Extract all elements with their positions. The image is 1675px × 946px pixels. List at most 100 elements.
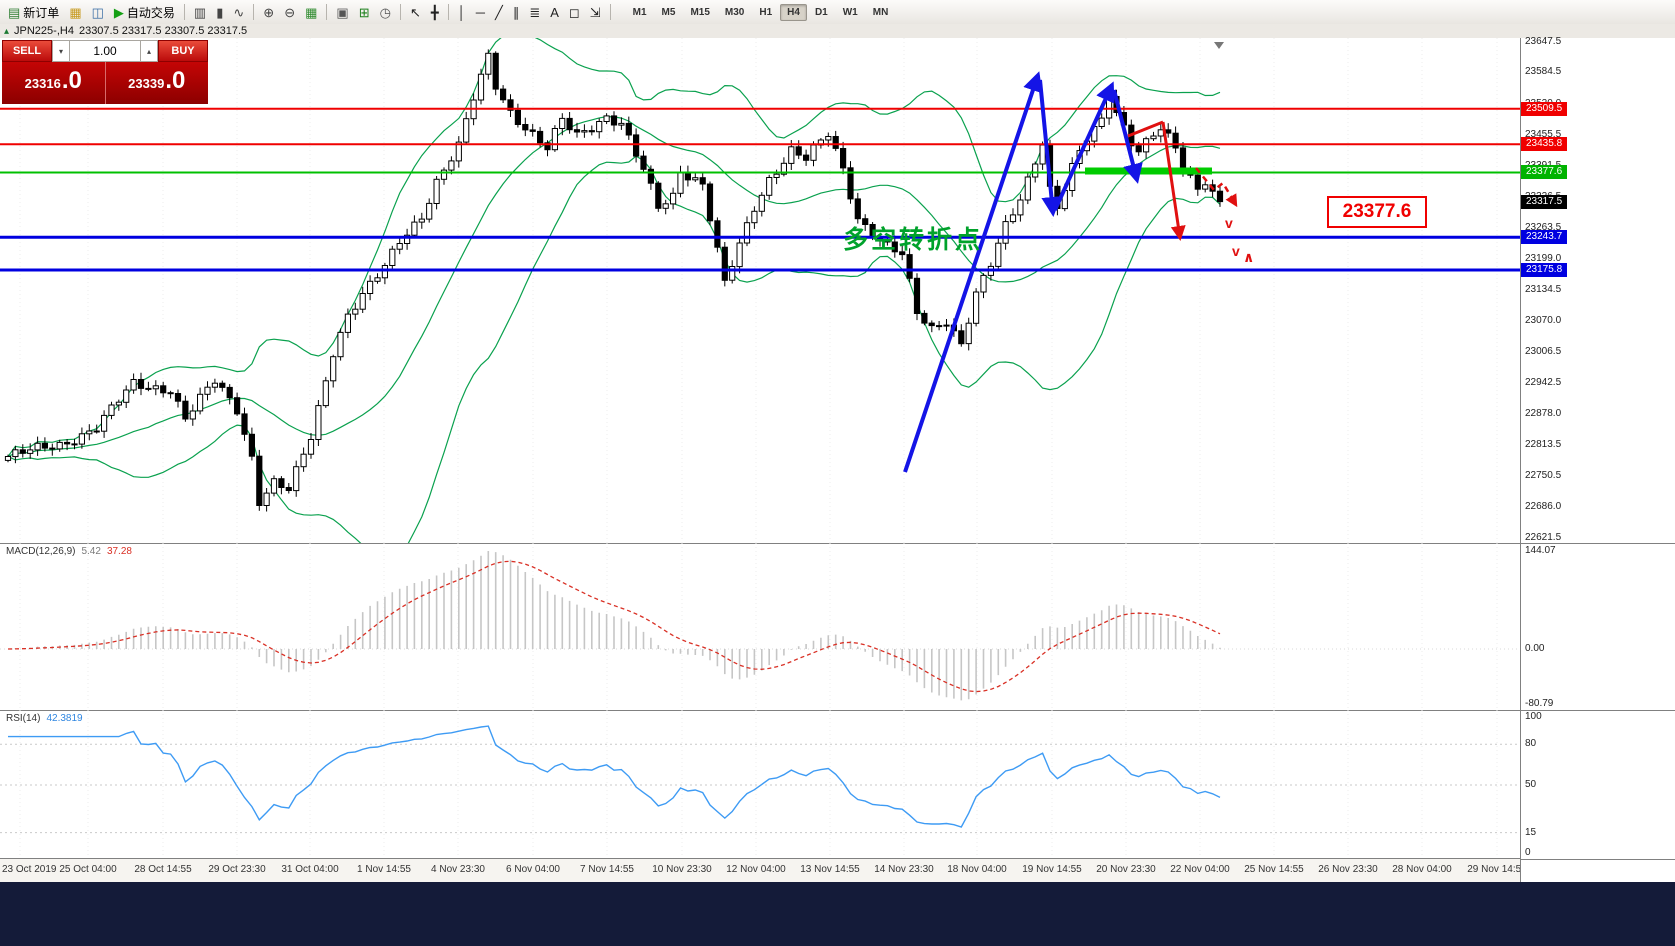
price-callout-label[interactable]: 23377.6 — [1327, 196, 1427, 228]
bar-chart-button[interactable]: ▥ — [190, 2, 210, 22]
panel-separator[interactable] — [1521, 543, 1675, 544]
candlestick-chart-button[interactable]: ▮ — [212, 2, 227, 22]
lot-increase-button[interactable]: ▴ — [140, 40, 158, 62]
zoom-in-button[interactable]: ⊕ — [259, 2, 278, 22]
indicators-button[interactable]: ⊞ — [355, 2, 374, 22]
time-label: 13 Nov 14:55 — [800, 864, 860, 875]
rsi-name: RSI(14) — [6, 713, 41, 724]
fibonacci-button[interactable]: ≣ — [525, 2, 544, 22]
toolbar-separator — [183, 4, 185, 20]
time-label: 29 Oct 23:30 — [208, 864, 266, 875]
red-zigzag-arrows[interactable] — [1127, 120, 1186, 241]
sell-price-pips: .0 — [61, 67, 82, 94]
equidistant-channel-icon: ∥ — [512, 4, 520, 20]
price-tag-23243.7: 23243.7 — [1521, 230, 1568, 245]
zoom-out-button[interactable]: ⊖ — [280, 2, 299, 22]
sell-price-button[interactable]: 23316.0 — [2, 62, 105, 104]
annotation-text-cn[interactable]: 多空转折点 — [843, 226, 984, 254]
new-order-button[interactable]: ▤ 新订单 — [4, 2, 63, 22]
one-click-trading-panel: SELL ▾ ▴ BUY 23316.0 23339.0 — [2, 40, 208, 104]
timeframe-group: M1 M5 M15 M30 H1 H4 D1 W1 MN — [626, 3, 896, 21]
timeframe-m30-button[interactable]: M30 — [718, 4, 751, 21]
market-grid-icon: ▦ — [305, 4, 318, 20]
text-button[interactable]: A — [546, 2, 563, 22]
arrows-button[interactable]: ⇲ — [586, 2, 605, 22]
macd-axis-label: 0.00 — [1525, 643, 1545, 654]
rsi-axis-label: 50 — [1525, 779, 1537, 790]
rsi-axis-label: 100 — [1525, 711, 1542, 722]
price-axis-label: 23263.5 — [1525, 221, 1562, 233]
bottom-bar — [0, 882, 1675, 946]
fibonacci-icon: ≣ — [529, 4, 541, 20]
time-label: 12 Nov 04:00 — [726, 864, 786, 875]
timeframe-mn-button[interactable]: MN — [866, 4, 896, 21]
periods-button[interactable]: ◷ — [376, 2, 395, 22]
line-chart-button[interactable]: ∿ — [229, 2, 248, 22]
macd-signal-line — [7, 560, 1221, 693]
crosshair-button[interactable]: ╋ — [427, 2, 443, 22]
chart-profile-button[interactable]: ▦ — [65, 2, 85, 22]
autotrading-button-label: 自动交易 — [126, 5, 175, 20]
vertical-line-button[interactable]: │ — [454, 2, 470, 22]
chart-profile-icon: ▦ — [69, 4, 82, 20]
red-mark: v — [1232, 243, 1240, 259]
time-label: 25 Oct 04:00 — [59, 864, 117, 875]
time-axis[interactable]: 23 Oct 2019 25 Oct 04:00 28 Oct 14:55 29 Oc… — [0, 858, 1527, 883]
tile-windows-button[interactable]: ▣ — [332, 2, 352, 22]
chart-title-bar: ▴ JPN225-,H4 23307.5 23317.5 23307.5 233… — [0, 24, 1675, 39]
timeframe-h4-button[interactable]: H4 — [780, 3, 807, 21]
buy-button[interactable]: BUY — [158, 40, 208, 62]
horizontal-line-button[interactable]: ─ — [472, 2, 489, 22]
market-grid-button[interactable]: ▦ — [301, 2, 321, 22]
time-label: 23 Oct 2019 — [2, 864, 57, 875]
macd-axis-label: 144.07 — [1525, 545, 1556, 557]
price-axis[interactable]: 23647.523584.523520.023455.523391.523326… — [1520, 36, 1675, 882]
crosshair-icon: ╋ — [430, 4, 439, 20]
blue-zigzag-arrows[interactable] — [903, 71, 1143, 473]
bollinger-up — [7, 38, 1221, 457]
lot-decrease-button[interactable]: ▾ — [52, 40, 70, 62]
candlestick-chart-icon: ▮ — [216, 4, 224, 20]
price-axis-label: 23584.5 — [1525, 66, 1562, 78]
red-dashed-projection[interactable] — [1195, 167, 1238, 208]
autotrading-button[interactable]: ▶ 自动交易 — [110, 2, 179, 22]
timeframe-m1-button[interactable]: M1 — [626, 4, 654, 21]
data-window-icon: ◫ — [91, 4, 104, 20]
macd-panel[interactable] — [0, 543, 1520, 710]
timeframe-m5-button[interactable]: M5 — [655, 4, 683, 21]
time-label: 28 Nov 04:00 — [1392, 864, 1452, 875]
equidistant-channel-button[interactable]: ∥ — [509, 2, 524, 22]
chart-title-symbol: JPN225-,H4 — [14, 25, 74, 37]
autotrading-icon: ▶ — [113, 4, 124, 20]
data-window-button[interactable]: ◫ — [88, 2, 108, 22]
price-axis-label: 22750.5 — [1525, 469, 1562, 481]
timeframe-m15-button[interactable]: M15 — [683, 4, 716, 21]
lot-size-input[interactable] — [70, 40, 140, 62]
timeframe-d1-button[interactable]: D1 — [808, 4, 835, 21]
rsi-label: RSI(14) 42.3819 — [6, 713, 83, 724]
price-axis-label: 23006.5 — [1525, 345, 1562, 357]
timeframe-h1-button[interactable]: H1 — [752, 4, 779, 21]
sell-button[interactable]: SELL — [2, 40, 52, 62]
trendline-button[interactable]: ╱ — [491, 2, 507, 22]
panel-separator[interactable] — [1521, 859, 1675, 860]
chart-shift-marker[interactable] — [1214, 42, 1224, 49]
rsi-panel[interactable] — [0, 710, 1520, 858]
buy-price-button[interactable]: 23339.0 — [106, 62, 209, 104]
arrows-icon: ⇲ — [589, 4, 601, 20]
buy-price-main: 23339 — [128, 76, 165, 91]
rsi-axis-label: 15 — [1525, 826, 1537, 838]
time-label: 26 Nov 23:30 — [1318, 864, 1378, 875]
time-label: 20 Nov 23:30 — [1096, 864, 1156, 875]
macd-label: MACD(12,26,9) 5.42 37.28 — [6, 546, 132, 557]
bar-chart-icon: ▥ — [193, 4, 207, 20]
time-label: 18 Nov 04:00 — [947, 864, 1007, 875]
shapes-button[interactable]: ◻ — [565, 2, 584, 22]
price-axis-label: 23455.5 — [1525, 128, 1562, 140]
price-chart[interactable]: vv ∧ — [0, 38, 1520, 543]
new-order-icon: ▤ — [8, 4, 21, 20]
timeframe-w1-button[interactable]: W1 — [836, 4, 865, 21]
buy-price-pips: .0 — [165, 67, 186, 94]
cursor-button[interactable]: ↖ — [406, 2, 425, 22]
panel-separator[interactable] — [1521, 710, 1675, 711]
